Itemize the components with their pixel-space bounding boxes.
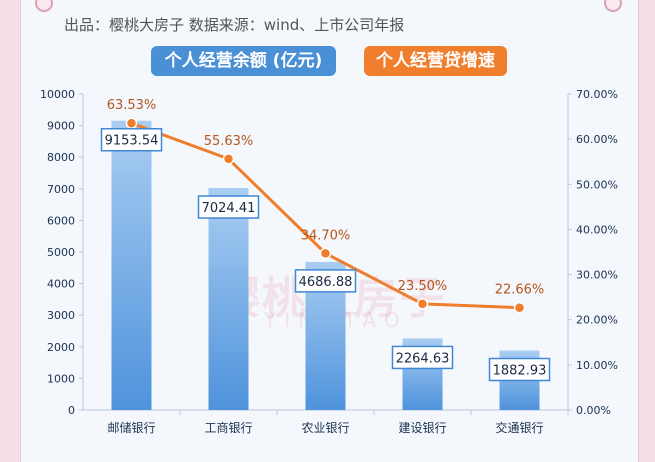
growth-point bbox=[222, 153, 235, 165]
value-label: 9153.54 bbox=[105, 134, 159, 149]
x-tick-label: 工商银行 bbox=[204, 420, 252, 435]
y-right-tick-label: 30.00% bbox=[576, 269, 618, 282]
y-left-tick-label: 1000 bbox=[47, 372, 75, 385]
value-label: 7024.41 bbox=[202, 201, 256, 216]
y-left-tick-label: 10000 bbox=[40, 88, 75, 101]
value-box bbox=[100, 127, 163, 152]
value-label: 2264.63 bbox=[396, 351, 450, 366]
y-left-tick-label: 8000 bbox=[47, 151, 75, 164]
y-left-tick-label: 0 bbox=[68, 404, 75, 417]
value-box bbox=[391, 345, 454, 370]
value-box bbox=[197, 195, 260, 219]
growth-point bbox=[319, 247, 332, 260]
value-box bbox=[294, 269, 357, 293]
y-left-tick-label: 2000 bbox=[47, 341, 75, 354]
growth-label: 34.70% bbox=[301, 228, 351, 243]
x-tick-label: 建设银行 bbox=[398, 421, 446, 435]
value-label: 4686.88 bbox=[299, 275, 353, 290]
legend-growth-rate: 个人经营贷增速 bbox=[364, 46, 507, 76]
growth-label: 63.53% bbox=[107, 98, 157, 113]
growth-point bbox=[416, 298, 429, 310]
y-left-tick-label: 4000 bbox=[47, 278, 75, 291]
value-label: 1882.93 bbox=[493, 363, 547, 378]
y-left-tick-label: 9000 bbox=[47, 120, 75, 133]
y-right-tick-label: 20.00% bbox=[576, 314, 618, 327]
bar bbox=[208, 188, 249, 410]
y-right-tick-label: 60.00% bbox=[576, 133, 618, 146]
source-caption: 出品：樱桃大房子 数据来源：wind、上市公司年报 bbox=[64, 16, 405, 34]
y-right-tick-label: 40.00% bbox=[576, 223, 618, 236]
growth-label: 22.66% bbox=[495, 283, 545, 298]
binder-ring-icon bbox=[604, 0, 622, 12]
y-left-tick-label: 7000 bbox=[47, 183, 75, 196]
value-box bbox=[488, 357, 551, 382]
y-right-tick-label: 70.00% bbox=[576, 88, 618, 101]
growth-point bbox=[513, 301, 526, 314]
growth-label: 23.50% bbox=[398, 279, 448, 294]
x-tick-label: 农业银行 bbox=[301, 421, 349, 435]
legend-balance: 个人经营余额 (亿元) bbox=[151, 46, 336, 76]
binder-ring-icon bbox=[35, 0, 53, 12]
y-left-tick-label: 6000 bbox=[47, 214, 75, 227]
growth-label: 55.63% bbox=[204, 134, 254, 149]
y-left-tick-label: 5000 bbox=[47, 246, 75, 259]
y-right-tick-label: 10.00% bbox=[576, 359, 618, 372]
x-tick-label: 邮储银行 bbox=[107, 420, 155, 435]
y-right-tick-label: 50.00% bbox=[576, 178, 618, 191]
bar bbox=[111, 120, 152, 410]
x-tick-label: 交通银行 bbox=[495, 420, 543, 435]
y-right-tick-label: 0.00% bbox=[576, 404, 611, 417]
y-left-tick-label: 3000 bbox=[47, 309, 75, 322]
growth-point bbox=[125, 117, 138, 129]
